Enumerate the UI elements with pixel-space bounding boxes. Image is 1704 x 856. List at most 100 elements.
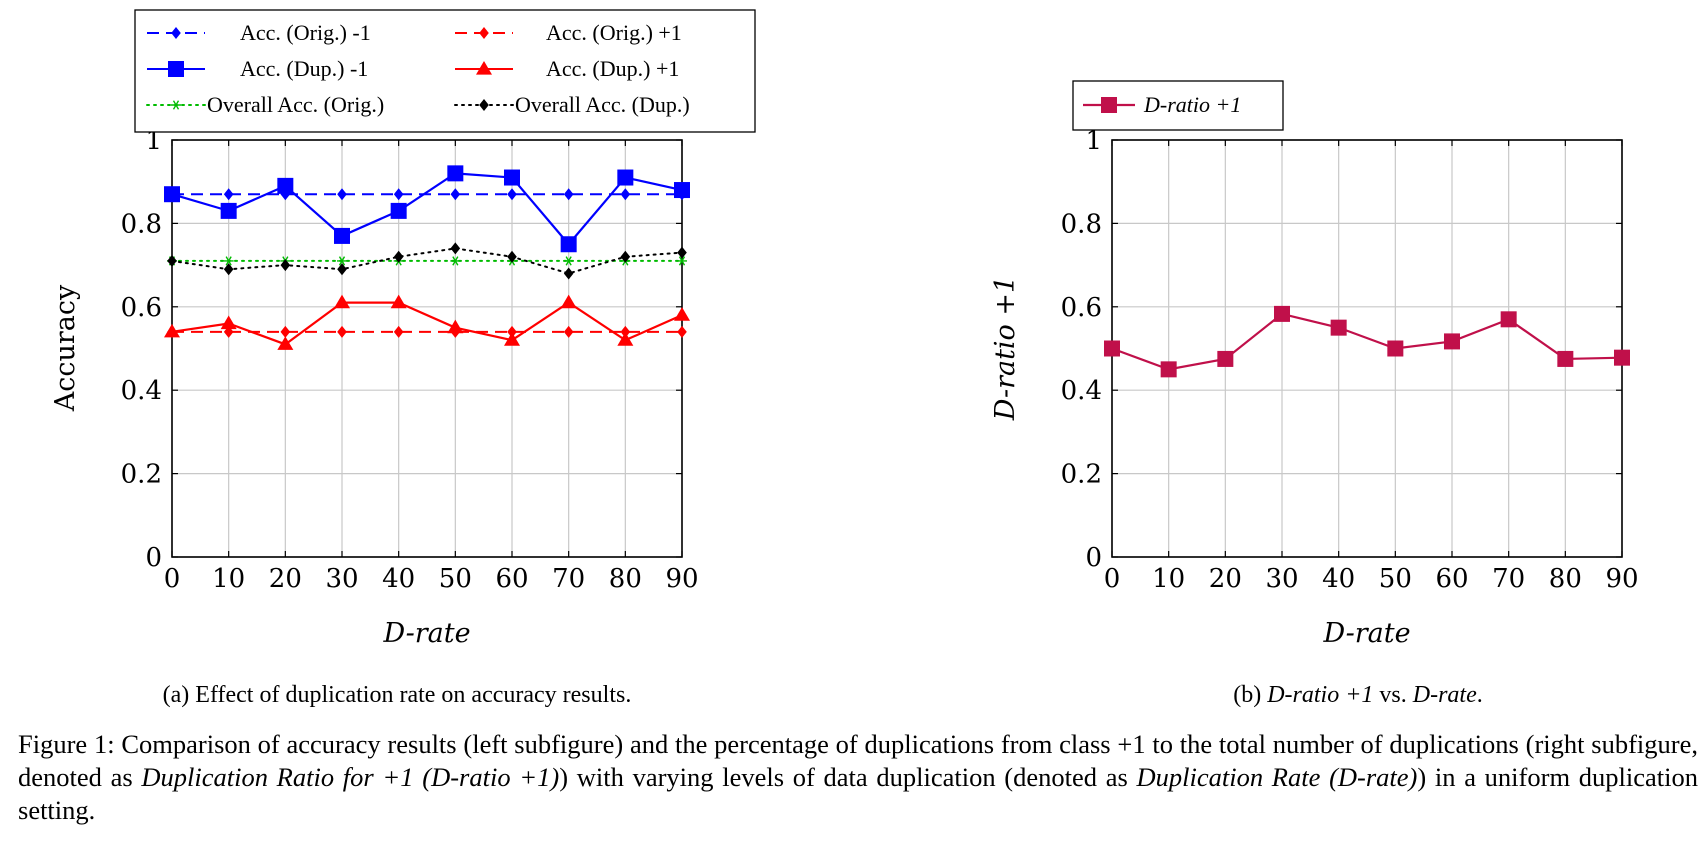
legend-label: Acc. (Dup.) +1: [546, 56, 679, 81]
data-point: [337, 188, 347, 201]
x-tick-label: 60: [1435, 564, 1468, 594]
legend-marker: [479, 27, 489, 39]
data-point: [563, 267, 574, 280]
data-point: [447, 319, 464, 334]
data-point: [617, 169, 634, 186]
data-point: [620, 325, 631, 338]
data-point: [390, 294, 407, 309]
data-point: [560, 236, 577, 253]
data-point: [447, 165, 464, 182]
data-point: [1614, 349, 1630, 366]
legend-label: Overall Acc. (Orig.): [207, 92, 384, 117]
series-line: [171, 301, 683, 346]
series-line: [1111, 312, 1623, 371]
legend-marker: [1101, 97, 1117, 113]
data-point: [620, 250, 631, 263]
data-point: [220, 315, 237, 330]
x-tick-label: 0: [1104, 564, 1121, 594]
ticks-a: 0 10 20 30 40 50 60 70 80 90 0 0.2 0.4 0.6 0.8 1: [121, 126, 699, 594]
data-point: [393, 188, 404, 201]
x-tick-label: 80: [609, 564, 642, 594]
y-tick-label: 0.2: [1061, 460, 1102, 490]
data-point: [220, 202, 237, 219]
data-point: [620, 188, 631, 201]
data-point: [223, 256, 234, 266]
series-Acc. (Orig.) +1: [167, 325, 687, 338]
plot-frame-b: [1111, 139, 1623, 558]
data-point: [280, 325, 291, 338]
data-point: [563, 325, 574, 338]
caption-text: ) in a uniform duplication setting.: [18, 762, 1698, 825]
data-point: [450, 242, 461, 255]
data-point: [223, 188, 234, 201]
legend-a: Acc. (Orig.) -1 Acc. (Orig.) +1 Acc. (Dup.…: [134, 9, 756, 133]
series-Acc. (Dup.) +1: [164, 294, 690, 350]
legend-b-entries: D-ratio +1: [1083, 92, 1241, 117]
y-tick-label: 0.4: [1061, 376, 1102, 406]
x-tick-label: 50: [439, 564, 472, 594]
x-tick-label: 70: [552, 564, 585, 594]
data-point: [1444, 333, 1460, 350]
data-point: [677, 246, 687, 259]
y-axis-label-b: D-ratio +1: [990, 276, 1021, 421]
data-point: [560, 294, 577, 309]
data-point: [563, 188, 574, 201]
data-point: [450, 188, 461, 201]
y-tick-label: 0: [1085, 543, 1102, 573]
x-tick-label: 70: [1492, 564, 1525, 594]
legend-marker: [479, 99, 489, 111]
data-point: [393, 250, 404, 263]
x-tick-label: 10: [212, 564, 245, 594]
series-line: [171, 247, 683, 275]
data-point: [677, 256, 687, 266]
x-tick-label: 60: [495, 564, 528, 594]
caption-text: ) with varying levels of data duplicatio…: [559, 762, 1137, 792]
data-point: [390, 202, 407, 219]
data-point: [164, 323, 180, 338]
legend-label: Acc. (Dup.) -1: [240, 56, 368, 81]
data-point: [450, 256, 461, 266]
legend-a-entries: Acc. (Orig.) -1 Acc. (Orig.) +1 Acc. (Dup.…: [146, 20, 690, 117]
data-point: [507, 325, 517, 338]
data-point: [617, 332, 634, 346]
subcaption-b-part: D-ratio +1: [1266, 682, 1373, 708]
x-tick-label: 10: [1152, 564, 1185, 594]
y-tick-label: 0.8: [121, 209, 162, 239]
data-point: [1104, 340, 1120, 357]
data-point: [337, 263, 347, 276]
data-point: [504, 169, 520, 186]
x-tick-label: 30: [1265, 564, 1298, 594]
data-point: [507, 188, 517, 201]
subcaption-b-part: (b): [1233, 682, 1267, 708]
data-point: [1217, 350, 1234, 367]
data-point: [277, 177, 294, 194]
subcaption-b-part: .: [1477, 682, 1483, 708]
legend-marker: [171, 27, 181, 39]
data-point: [167, 254, 177, 267]
series-Acc. (Dup.) -1: [164, 165, 690, 253]
x-tick-label: 90: [665, 564, 698, 594]
legend-b: D-ratio +1: [1072, 80, 1284, 131]
y-tick-label: 0: [145, 543, 162, 573]
legend-marker: [171, 100, 181, 110]
x-tick-label: 20: [1209, 564, 1242, 594]
caption-italic: Duplication Rate (D-rate): [1136, 762, 1418, 792]
data-point: [337, 325, 347, 338]
series-b: [1104, 305, 1630, 378]
data-point: [1274, 305, 1290, 322]
legend-marker: [476, 61, 492, 75]
data-point: [1160, 361, 1177, 378]
legend-label: Acc. (Orig.) +1: [546, 20, 682, 45]
data-point: [393, 325, 404, 338]
plot-frame-a: [171, 139, 683, 558]
data-point: [280, 259, 291, 272]
caption-text: Figure 1: Comparison of accuracy results…: [18, 729, 1698, 792]
data-point: [504, 332, 520, 346]
legend-marker: [168, 61, 184, 77]
data-point: [507, 250, 517, 263]
caption-italic: Duplication Ratio for +1 (D-ratio +1): [141, 762, 560, 792]
series-Overall Acc. (Orig.): [167, 256, 687, 266]
x-tick-label: 40: [382, 564, 415, 594]
x-tick-label: 80: [1549, 564, 1582, 594]
